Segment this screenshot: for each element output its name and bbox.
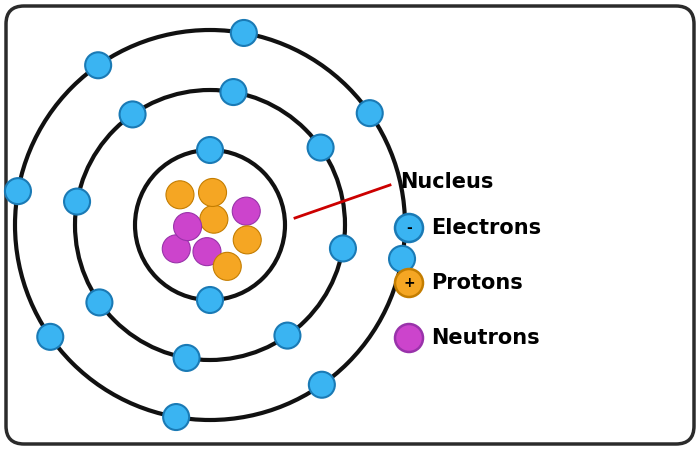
Text: Neutrons: Neutrons <box>431 328 540 348</box>
Circle shape <box>174 345 199 371</box>
Circle shape <box>197 137 223 163</box>
Circle shape <box>220 79 246 105</box>
Circle shape <box>85 52 111 78</box>
Text: -: - <box>406 221 412 235</box>
Circle shape <box>199 179 227 207</box>
Text: Electrons: Electrons <box>431 218 541 238</box>
Circle shape <box>86 289 113 315</box>
Circle shape <box>274 323 300 349</box>
Circle shape <box>233 226 261 254</box>
Text: Protons: Protons <box>431 273 523 293</box>
Circle shape <box>357 100 383 126</box>
Circle shape <box>395 324 423 352</box>
Text: +: + <box>403 276 415 290</box>
Circle shape <box>232 197 260 225</box>
Circle shape <box>193 238 221 266</box>
Circle shape <box>395 214 423 242</box>
Circle shape <box>309 372 335 398</box>
Circle shape <box>389 246 415 272</box>
Text: Nucleus: Nucleus <box>400 172 494 192</box>
FancyBboxPatch shape <box>6 6 694 444</box>
Circle shape <box>174 212 202 241</box>
Circle shape <box>395 269 423 297</box>
Circle shape <box>163 404 189 430</box>
Circle shape <box>37 324 63 350</box>
Circle shape <box>162 235 190 263</box>
Circle shape <box>120 101 146 127</box>
Circle shape <box>64 189 90 215</box>
Circle shape <box>231 20 257 46</box>
Circle shape <box>200 205 228 233</box>
Circle shape <box>307 135 334 161</box>
Circle shape <box>166 181 194 209</box>
Circle shape <box>214 252 242 280</box>
Circle shape <box>197 287 223 313</box>
Circle shape <box>5 178 31 204</box>
Circle shape <box>330 235 356 261</box>
